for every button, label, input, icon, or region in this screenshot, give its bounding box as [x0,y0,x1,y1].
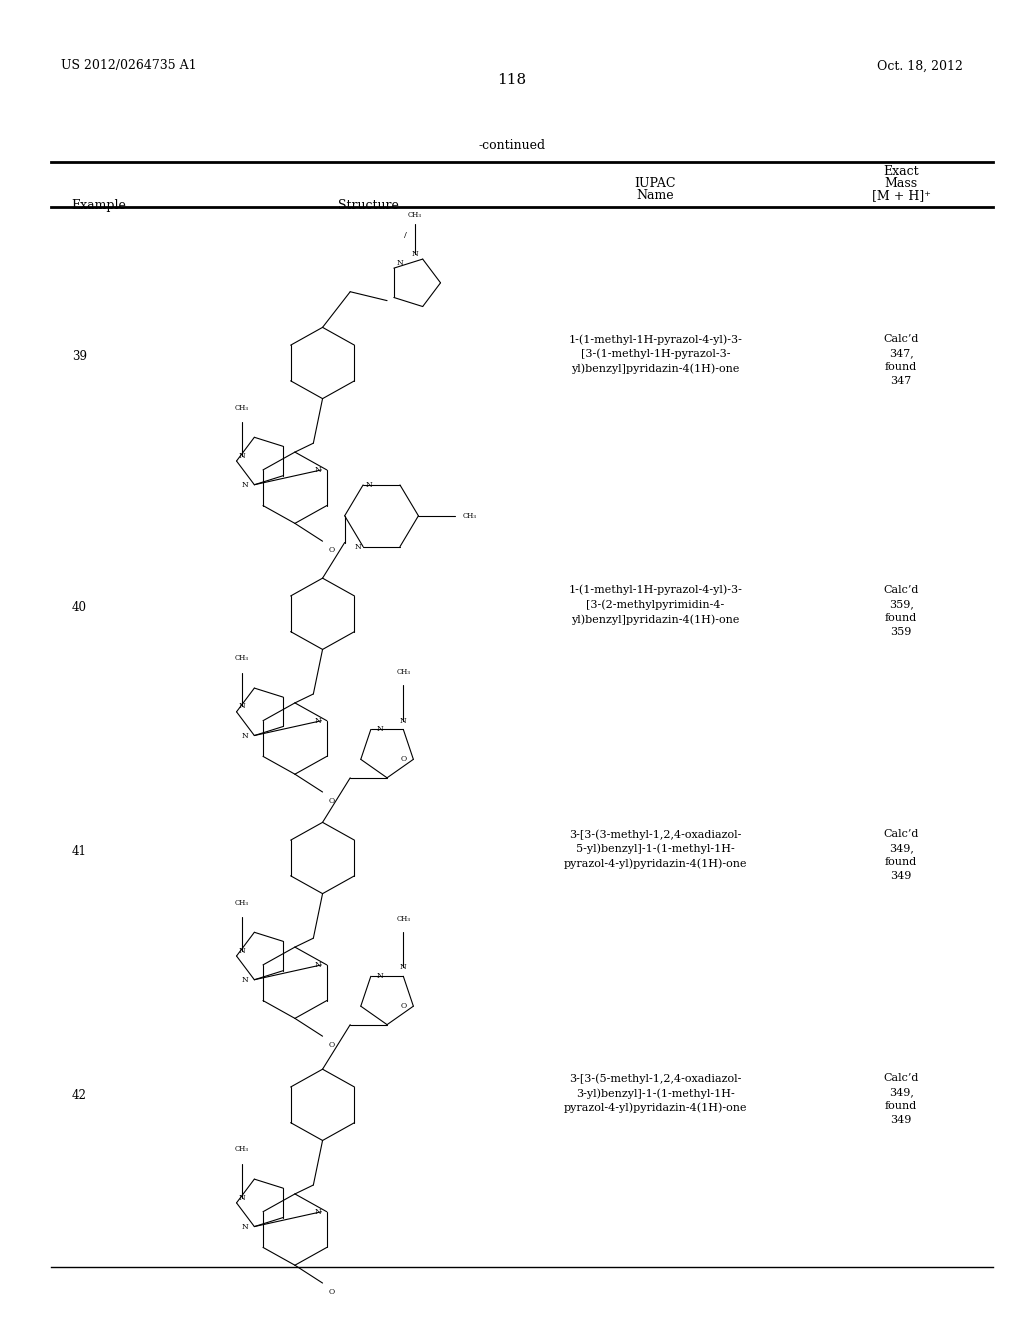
Text: N: N [400,964,407,972]
Text: 42: 42 [72,1089,87,1102]
Text: /: / [404,231,407,239]
Text: CH₃: CH₃ [408,211,422,219]
Text: N: N [377,973,383,981]
Text: N: N [366,480,372,488]
Text: O: O [329,1041,335,1049]
Text: N: N [354,543,360,550]
Text: N: N [412,251,418,259]
Text: O: O [329,546,335,554]
Text: US 2012/0264735 A1: US 2012/0264735 A1 [61,59,197,73]
Text: Mass: Mass [885,177,918,190]
Text: Calc’d
359,
found
359: Calc’d 359, found 359 [884,585,919,636]
Text: N: N [239,451,246,459]
Text: 1-(1-methyl-1H-pyrazol-4-yl)-3-
[3-(2-methylpyrimidin-4-
yl)benzyl]pyridazin-4(1: 1-(1-methyl-1H-pyrazol-4-yl)-3- [3-(2-me… [568,585,742,624]
Text: CH₃: CH₃ [396,915,411,923]
Text: 3-[3-(3-methyl-1,2,4-oxadiazol-
5-yl)benzyl]-1-(1-methyl-1H-
pyrazol-4-yl)pyrida: 3-[3-(3-methyl-1,2,4-oxadiazol- 5-yl)ben… [563,829,748,869]
Text: Example: Example [72,199,127,213]
Text: Calc’d
347,
found
347: Calc’d 347, found 347 [884,334,919,385]
Text: N: N [242,1222,249,1230]
Text: Calc’d
349,
found
349: Calc’d 349, found 349 [884,829,919,880]
Text: 118: 118 [498,73,526,87]
Text: CH₃: CH₃ [236,1146,249,1154]
Text: Calc’d
349,
found
349: Calc’d 349, found 349 [884,1073,919,1125]
Text: N: N [242,975,249,983]
Text: CH₃: CH₃ [236,404,249,412]
Text: CH₃: CH₃ [236,899,249,907]
Text: 40: 40 [72,601,87,614]
Text: N: N [400,717,407,725]
Text: CH₃: CH₃ [396,668,411,676]
Text: N: N [314,466,321,474]
Text: 41: 41 [72,845,87,858]
Text: N: N [242,480,249,488]
Text: N: N [396,259,403,267]
Text: [M + H]⁺: [M + H]⁺ [871,189,931,202]
Text: CH₃: CH₃ [236,655,249,663]
Text: N: N [239,946,246,954]
Text: Name: Name [637,189,674,202]
Text: Exact: Exact [884,165,919,178]
Text: O: O [401,1002,408,1010]
Text: N: N [314,1208,321,1216]
Text: N: N [242,731,249,739]
Text: 39: 39 [72,350,87,363]
Text: 3-[3-(5-methyl-1,2,4-oxadiazol-
3-yl)benzyl]-1-(1-methyl-1H-
pyrazol-4-yl)pyrida: 3-[3-(5-methyl-1,2,4-oxadiazol- 3-yl)ben… [563,1073,748,1113]
Text: Oct. 18, 2012: Oct. 18, 2012 [877,59,963,73]
Text: O: O [329,1288,335,1296]
Text: O: O [401,755,408,763]
Text: N: N [377,726,383,734]
Text: N: N [314,717,321,725]
Text: IUPAC: IUPAC [635,177,676,190]
Text: O: O [329,797,335,805]
Text: 1-(1-methyl-1H-pyrazol-4-yl)-3-
[3-(1-methyl-1H-pyrazol-3-
yl)benzyl]pyridazin-4: 1-(1-methyl-1H-pyrazol-4-yl)-3- [3-(1-me… [568,334,742,374]
Text: CH₃: CH₃ [463,512,477,520]
Text: N: N [314,961,321,969]
Text: N: N [239,702,246,710]
Text: Structure: Structure [338,199,399,213]
Text: -continued: -continued [478,139,546,152]
Text: N: N [239,1193,246,1201]
